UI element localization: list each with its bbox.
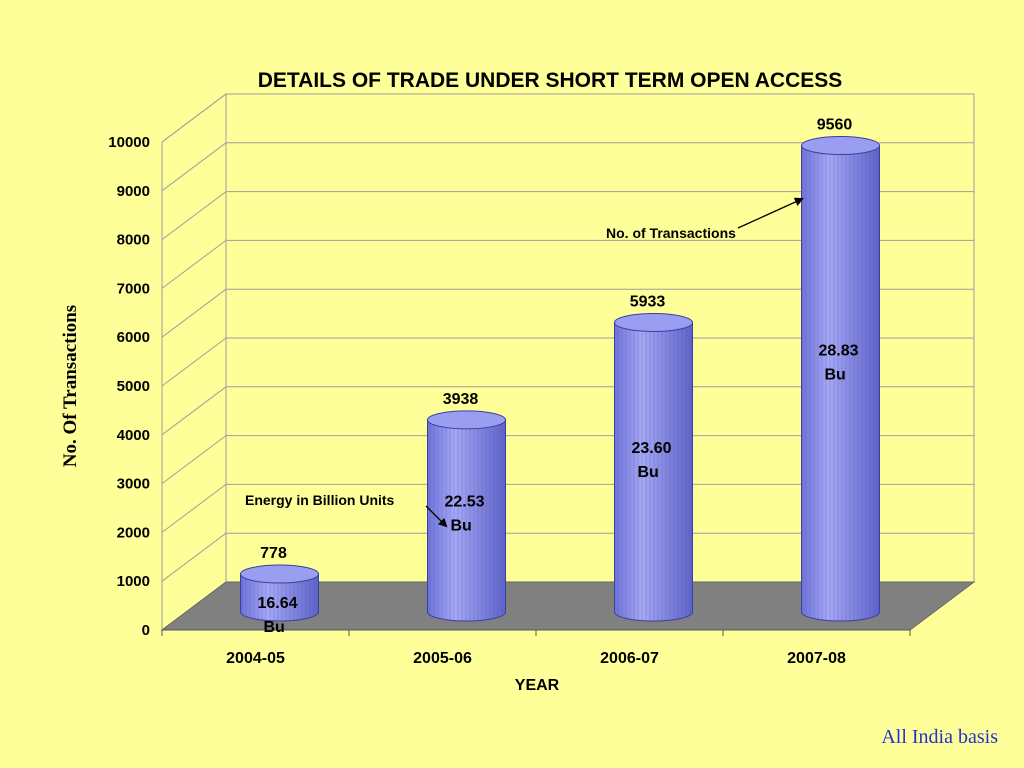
- y-tick-labels: 0 1000 2000 3000 4000 5000 6000 7000 8000 9000 100…: [108, 134, 150, 639]
- x-tick-labels: 2004-05 2005-06 2006-07 2007-08: [226, 650, 846, 667]
- energy-label-0: 16.64: [258, 595, 298, 612]
- gridline-wall-3: [161, 435, 227, 485]
- annotation-transactions-arrow: [737, 197, 804, 229]
- gridline-wall-8: [161, 191, 227, 241]
- gridline-wall-9: [161, 142, 227, 192]
- y-tick-label-7: 7000: [117, 280, 150, 297]
- gridline-wall-1: [161, 532, 227, 582]
- bar-1: [427, 410, 506, 622]
- chart-title: DETAILS OF TRADE UNDER SHORT TERM OPEN A…: [258, 69, 843, 92]
- footer-note: All India basis: [881, 726, 998, 748]
- bars: [240, 135, 880, 622]
- y-tick-label-10: 10000: [108, 134, 150, 151]
- gridline-wall-2: [161, 483, 227, 533]
- y-tick-label-2: 2000: [117, 524, 150, 541]
- energy-label-1: 22.53: [445, 493, 485, 510]
- y-tick-label-9: 9000: [117, 183, 150, 200]
- bar-3: [801, 135, 880, 622]
- y-tick-label-3: 3000: [117, 476, 150, 493]
- x-tick-label-1: 2005-06: [413, 650, 472, 667]
- energy-unit-1: Bu: [451, 517, 472, 534]
- data-label-2: 5933: [630, 293, 666, 310]
- gridline-wall-4: [161, 386, 227, 436]
- energy-unit-2: Bu: [638, 464, 659, 481]
- bar-0: [240, 564, 319, 622]
- x-axis-title: YEAR: [515, 677, 560, 694]
- data-label-0: 778: [260, 545, 287, 562]
- bar-2: [614, 312, 693, 622]
- x-tick-label-2: 2006-07: [600, 650, 659, 667]
- energy-unit-3: Bu: [825, 366, 846, 383]
- x-tick-label-0: 2004-05: [226, 650, 285, 667]
- annotation-transactions: No. of Transactions: [606, 225, 736, 241]
- data-label-1: 3938: [443, 391, 479, 408]
- data-label-3: 9560: [817, 116, 853, 133]
- energy-unit-0: Bu: [264, 619, 285, 636]
- y-tick-label-8: 8000: [117, 232, 150, 249]
- energy-label-3: 28.83: [819, 342, 859, 359]
- x-tick-label-3: 2007-08: [787, 650, 846, 667]
- gridline-wall-5: [161, 337, 227, 387]
- y-tick-label-0: 0: [142, 622, 150, 639]
- annotation-energy-arrow: [425, 505, 448, 528]
- data-labels: 778 3938 5933 9560: [260, 116, 852, 562]
- energy-label-2: 23.60: [632, 440, 672, 457]
- gridline-wall-7: [161, 239, 227, 289]
- gridline-wall-6: [161, 288, 227, 338]
- y-tick-label-6: 6000: [117, 329, 150, 346]
- y-tick-label-1: 1000: [117, 573, 150, 590]
- y-tick-label-4: 4000: [117, 427, 150, 444]
- gridline-wall-10: [161, 93, 227, 143]
- y-tick-label-5: 5000: [117, 378, 150, 395]
- x-dividers: [161, 630, 911, 636]
- energy-labels: 16.64 Bu 22.53 Bu 23.60 Bu 28.83 Bu: [258, 342, 859, 636]
- y-axis-title: No. Of Transactions: [60, 305, 81, 467]
- annotation-energy: Energy in Billion Units: [245, 492, 395, 508]
